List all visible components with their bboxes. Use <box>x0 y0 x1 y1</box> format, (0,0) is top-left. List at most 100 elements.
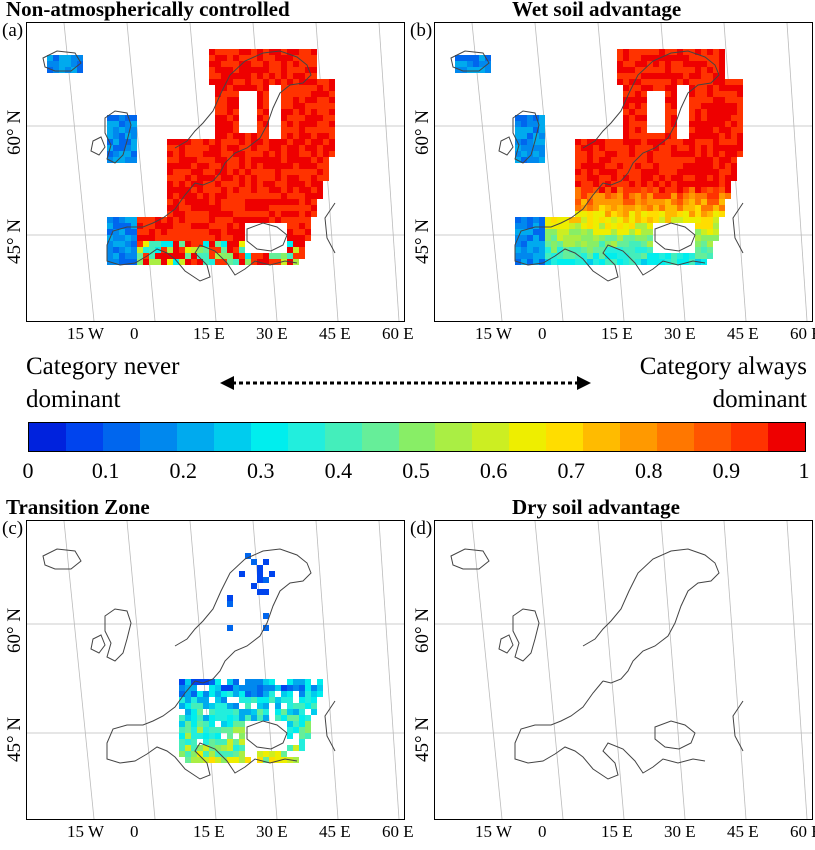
data-cell <box>239 571 245 577</box>
data-cell <box>311 115 317 121</box>
coastline <box>732 700 744 752</box>
data-cell <box>119 247 125 253</box>
data-cell <box>257 133 263 139</box>
data-cell <box>611 247 617 253</box>
data-cell <box>227 103 233 109</box>
data-cell <box>299 229 305 235</box>
data-cell <box>119 253 125 259</box>
data-cell <box>641 241 647 247</box>
data-cell <box>713 55 719 61</box>
longitude-label: 15 W <box>475 822 512 841</box>
data-cell <box>185 235 191 241</box>
data-cell <box>251 79 257 85</box>
data-cell <box>605 229 611 235</box>
longitude-label: 60 E <box>382 822 414 841</box>
longitude-gridline <box>126 521 156 819</box>
data-cell <box>641 181 647 187</box>
data-cell <box>641 193 647 199</box>
data-cell <box>173 151 179 157</box>
data-cell <box>299 109 305 115</box>
data-cell <box>659 253 665 259</box>
colorbar-step <box>250 423 288 451</box>
data-cell <box>239 685 245 691</box>
data-cell <box>683 67 689 73</box>
data-cell <box>185 697 191 703</box>
data-cell <box>275 751 281 757</box>
data-cell <box>227 217 233 223</box>
data-cell <box>257 691 263 697</box>
data-cell <box>263 259 269 265</box>
data-cell <box>269 61 275 67</box>
data-cell <box>611 253 617 259</box>
data-cell <box>605 139 611 145</box>
data-cell <box>575 229 581 235</box>
data-cell <box>317 103 323 109</box>
data-cell <box>185 169 191 175</box>
data-cell <box>671 127 677 133</box>
data-cell <box>539 241 545 247</box>
data-cell <box>281 715 287 721</box>
data-cell <box>269 217 275 223</box>
data-cell <box>587 199 593 205</box>
data-cell <box>683 187 689 193</box>
data-cell <box>257 85 263 91</box>
data-cell <box>593 193 599 199</box>
coastline <box>106 680 298 780</box>
data-cell <box>263 253 269 259</box>
data-cell <box>701 181 707 187</box>
data-cell <box>239 193 245 199</box>
data-cell <box>263 625 269 631</box>
data-cell <box>647 169 653 175</box>
data-cell <box>671 109 677 115</box>
data-cell <box>191 715 197 721</box>
data-cell <box>167 247 173 253</box>
legend-left-line2: dominant <box>26 386 121 413</box>
data-cell <box>233 157 239 163</box>
data-cell <box>233 61 239 67</box>
data-cell <box>575 193 581 199</box>
data-cell <box>305 169 311 175</box>
coastline <box>90 634 106 654</box>
data-cell <box>113 151 119 157</box>
data-cell <box>239 139 245 145</box>
data-cell <box>227 721 233 727</box>
data-cell <box>683 55 689 61</box>
data-cell <box>221 757 227 763</box>
data-cell <box>575 211 581 217</box>
data-cell <box>689 79 695 85</box>
data-cell <box>71 61 77 67</box>
data-cell <box>215 211 221 217</box>
data-cell <box>299 181 305 187</box>
data-cell <box>659 211 665 217</box>
colorbar-tick-label: 0.5 <box>402 458 430 483</box>
data-cell <box>593 247 599 253</box>
data-cell <box>635 253 641 259</box>
data-cell <box>275 259 281 265</box>
data-cell <box>521 223 527 229</box>
data-cell <box>227 601 233 607</box>
data-cell <box>173 235 179 241</box>
data-cell <box>227 187 233 193</box>
data-cell <box>581 157 587 163</box>
data-cell <box>713 235 719 241</box>
data-cell <box>569 247 575 253</box>
data-cell <box>635 67 641 73</box>
data-cell <box>179 235 185 241</box>
data-cell <box>731 97 737 103</box>
data-cell <box>173 157 179 163</box>
data-cell <box>695 97 701 103</box>
data-cell <box>539 127 545 133</box>
data-cell <box>695 241 701 247</box>
data-cell <box>131 139 137 145</box>
data-cell <box>281 175 287 181</box>
data-cell <box>317 85 323 91</box>
data-cell <box>617 145 623 151</box>
data-cell <box>293 703 299 709</box>
data-cell <box>209 187 215 193</box>
data-cell <box>629 73 635 79</box>
data-cell <box>677 145 683 151</box>
data-cell <box>311 193 317 199</box>
data-cell <box>587 253 593 259</box>
data-cell <box>695 247 701 253</box>
data-cell <box>605 241 611 247</box>
